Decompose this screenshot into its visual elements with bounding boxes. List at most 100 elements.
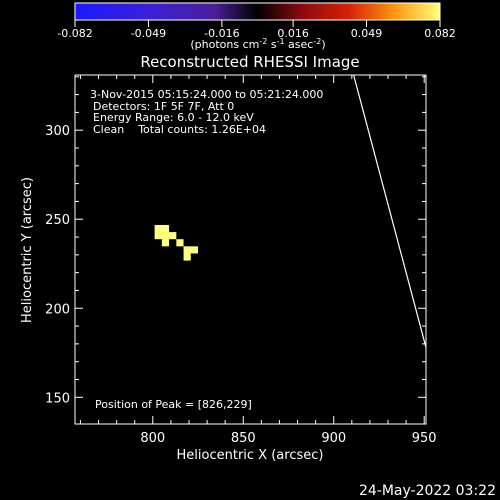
heatmap-cell [198, 281, 206, 290]
heatmap-cell [198, 131, 206, 140]
heatmap-cell [342, 267, 351, 275]
heatmap-cell [190, 253, 199, 261]
heatmap-cell [335, 217, 344, 225]
heatmap-cell [190, 352, 199, 361]
heatmap-cell [212, 253, 221, 261]
heatmap-cell [147, 416, 156, 424]
heatmap-cell [161, 131, 170, 140]
heatmap-cell [342, 245, 351, 254]
heatmap-cell [241, 324, 250, 332]
heatmap-cell [277, 338, 286, 347]
heatmap-cell [212, 210, 221, 218]
heatmap-cell [357, 75, 365, 83]
colorbar-ticks: -0.082 -0.049 -0.016 0.016 0.049 0.082 [57, 20, 456, 40]
heatmap-cell [393, 82, 402, 90]
heatmap-cell [313, 103, 322, 112]
heatmap-cell [111, 324, 119, 332]
heatmap-cell [75, 75, 83, 83]
heatmap-cell [248, 374, 257, 382]
heatmap-cell [169, 153, 177, 161]
heatmap-cell [292, 345, 300, 354]
heatmap-cell [422, 267, 426, 275]
heatmap-cell [371, 388, 380, 396]
heatmap-cell [342, 352, 351, 361]
heatmap-cell [313, 124, 322, 133]
heatmap-cell [198, 196, 206, 204]
heatmap-cell [190, 281, 199, 290]
heatmap-cell [292, 359, 300, 368]
heatmap-cell [226, 188, 235, 197]
heatmap-cell [219, 409, 228, 418]
heatmap-cell [111, 388, 119, 396]
heatmap-cell [393, 245, 402, 254]
heatmap-cell [284, 231, 293, 240]
heatmap-cell [350, 416, 358, 424]
heatmap-cell [118, 245, 127, 254]
heatmap-cell [364, 89, 373, 97]
heatmap-cell [284, 238, 293, 247]
heatmap-cell [154, 131, 163, 140]
heatmap-cell [198, 253, 206, 261]
heatmap-cell [190, 124, 199, 133]
heatmap-cell [241, 110, 250, 119]
heatmap-cell [234, 274, 242, 282]
heatmap-cell [226, 153, 235, 161]
heatmap-cell [205, 153, 213, 161]
heatmap-cell [328, 96, 336, 104]
heatmap-cell [234, 210, 242, 218]
heatmap-cell [255, 96, 264, 104]
heatmap-cell [364, 295, 373, 304]
heatmap-cell [306, 409, 315, 418]
heatmap-cell [183, 295, 192, 304]
heatmap-cell [400, 381, 409, 389]
heatmap-cell [161, 267, 170, 275]
heatmap-cell [89, 75, 98, 83]
heatmap-cell [415, 253, 423, 261]
heatmap-cell [82, 167, 90, 176]
heatmap-cell [255, 302, 264, 311]
heatmap-cell [140, 367, 148, 375]
heatmap-cell [378, 124, 387, 133]
heatmap-cell [190, 181, 199, 190]
heatmap-cell [292, 238, 300, 247]
heatmap-cell [321, 302, 329, 311]
heatmap-cell [306, 167, 315, 176]
info-line-clean: Clean Total counts: 1.26E+04 [93, 123, 266, 136]
heatmap-cell [422, 224, 426, 233]
heatmap-cell [147, 338, 156, 347]
heatmap-cell [255, 224, 264, 233]
heatmap-cell [335, 231, 344, 240]
heatmap-cell [371, 203, 380, 211]
y-tick-label: 150 [45, 391, 70, 406]
heatmap-cell [234, 245, 242, 254]
heatmap-cell [335, 267, 344, 275]
heatmap-cell [306, 331, 315, 339]
heatmap-cell [378, 96, 387, 104]
heatmap-cell [364, 188, 373, 197]
heatmap-cell [198, 153, 206, 161]
heatmap-cell [364, 374, 373, 382]
heatmap-cell [132, 324, 141, 332]
heatmap-cell [219, 139, 228, 147]
heatmap-cell [198, 402, 206, 411]
heatmap-cell [422, 245, 426, 254]
heatmap-cell [364, 324, 373, 332]
heatmap-cell [226, 196, 235, 204]
heatmap-cell [226, 374, 235, 382]
heatmap-cell [248, 75, 257, 83]
heatmap-cell [183, 174, 192, 183]
heatmap-cell [306, 288, 315, 297]
heatmap-cell [219, 75, 228, 83]
heatmap-cell [292, 174, 300, 183]
heatmap-cell [205, 139, 213, 147]
heatmap-cell [140, 82, 148, 90]
heatmap-cell [270, 374, 279, 382]
heatmap-cell [176, 352, 184, 361]
heatmap-cell [364, 146, 373, 154]
heatmap-cell [241, 181, 250, 190]
heatmap-cell [393, 146, 402, 154]
heatmap-cell [386, 416, 394, 424]
heatmap-cell [292, 224, 300, 233]
heatmap-cell [82, 288, 90, 297]
heatmap-cell [306, 381, 315, 389]
